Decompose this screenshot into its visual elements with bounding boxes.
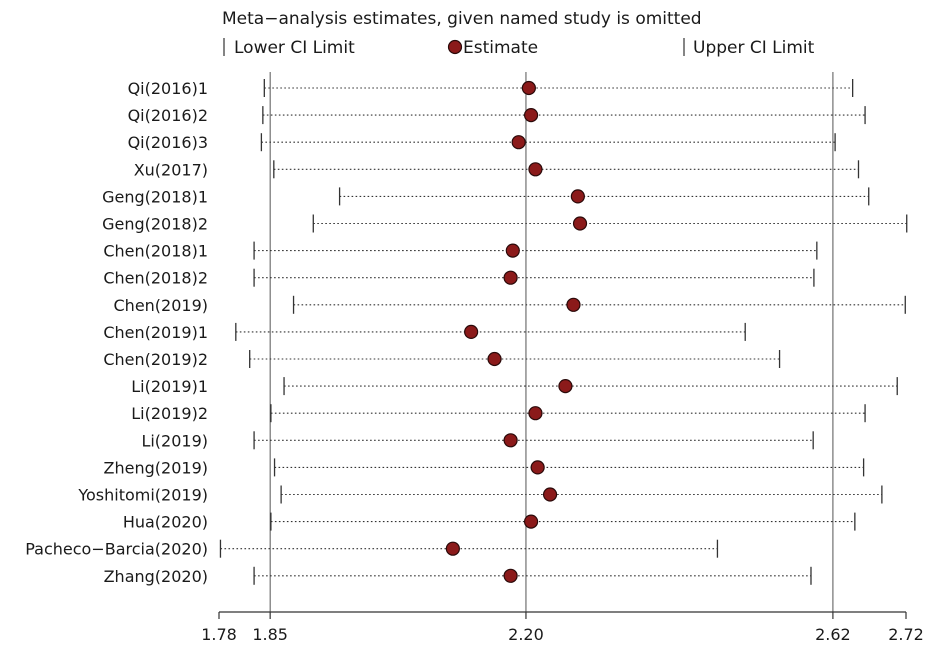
x-axis: 1.78 1.85 2.20 2.62 2.72 [201, 611, 924, 644]
study-row: Chen(2019)2 [103, 350, 781, 369]
study-row: Xu(2017) [134, 160, 860, 179]
study-row: Li(2019) [141, 431, 814, 450]
legend-estimate-label: Estimate [463, 38, 538, 58]
study-row: Geng(2018)1 [102, 187, 870, 206]
study-label: Chen(2018)2 [103, 269, 208, 288]
study-label: Pacheco−Barcia(2020) [25, 540, 208, 559]
study-label: Zheng(2019) [104, 458, 208, 477]
study-label: Yoshitomi(2019) [77, 486, 208, 505]
reference-lines [269, 72, 834, 612]
estimate-point [566, 297, 581, 312]
estimate-point [505, 243, 520, 258]
estimate-point [487, 351, 502, 367]
x-tick-label: 1.85 [252, 625, 288, 644]
study-label: Xu(2017) [134, 160, 208, 179]
estimate-point [503, 433, 518, 448]
study-row: Li(2019)2 [131, 404, 866, 423]
study-label: Geng(2018)2 [102, 215, 208, 234]
study-row: Li(2019)1 [131, 377, 898, 396]
legend: Lower CI Limit Estimate Upper CI Limit [223, 38, 815, 58]
estimate-point [445, 541, 460, 556]
legend-lower-label: Lower CI Limit [234, 38, 355, 58]
study-label: Chen(2018)1 [103, 242, 208, 261]
study-row: Chen(2018)2 [103, 268, 815, 288]
study-row: Chen(2019) [114, 295, 906, 315]
estimate-point [570, 189, 585, 204]
x-tick-label: 1.78 [201, 625, 237, 644]
study-label: Li(2019)1 [131, 377, 208, 396]
study-row: Zheng(2019) [104, 458, 865, 477]
study-row: Chen(2018)1 [103, 241, 818, 261]
estimate-point [528, 406, 543, 421]
estimate-point [503, 568, 518, 583]
estimate-point [523, 107, 539, 123]
study-label: Hua(2020) [123, 513, 208, 532]
study-label: Chen(2019) [114, 296, 209, 315]
study-row: Hua(2020) [123, 512, 856, 532]
estimate-point [542, 487, 558, 502]
study-row: Chen(2019)1 [103, 322, 746, 342]
estimate-point [528, 162, 543, 177]
study-label: Chen(2019)1 [103, 323, 208, 342]
study-label: Qi(2016)1 [128, 79, 208, 98]
study-label: Geng(2018)1 [102, 187, 208, 206]
study-label: Chen(2019)2 [103, 350, 208, 369]
legend-upper-label: Upper CI Limit [693, 38, 815, 58]
estimate-point [530, 460, 545, 475]
x-tick-label: 2.62 [815, 625, 851, 644]
study-label: Qi(2016)2 [128, 106, 208, 125]
x-tick-label: 2.72 [888, 625, 924, 644]
study-row: Qi(2016)3 [128, 133, 836, 152]
x-tick-label: 2.20 [508, 625, 544, 644]
estimate-point [523, 514, 539, 529]
legend-estimate-marker [447, 39, 463, 55]
study-row: Zhang(2020) [104, 566, 812, 586]
estimate-point [511, 135, 526, 150]
study-row: Geng(2018)2 [102, 214, 908, 234]
study-label: Li(2019)2 [131, 404, 208, 423]
study-row: Pacheco−Barcia(2020) [25, 539, 719, 559]
study-rows: Qi(2016)1 Qi(2016)2 Qi(2016)3 Xu(2017) Geng(… [25, 79, 908, 586]
study-label: Li(2019) [141, 431, 208, 450]
estimate-point [503, 270, 518, 285]
study-label: Zhang(2020) [104, 567, 208, 586]
estimate-point [521, 80, 536, 96]
chart-title: Meta−analysis estimates, given named stu… [222, 9, 702, 29]
study-label: Qi(2016)3 [128, 133, 208, 152]
estimate-point [464, 324, 479, 339]
estimate-point [558, 379, 573, 394]
study-row: Qi(2016)2 [128, 106, 866, 125]
estimate-point [572, 216, 588, 231]
study-row: Yoshitomi(2019) [77, 485, 883, 505]
study-row: Qi(2016)1 [128, 79, 854, 98]
